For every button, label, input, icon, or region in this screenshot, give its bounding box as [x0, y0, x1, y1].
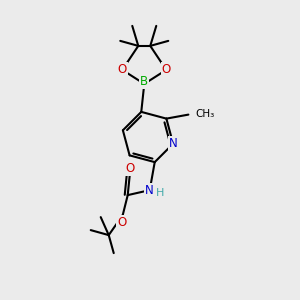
Text: CH₃: CH₃: [195, 109, 214, 118]
Text: O: O: [117, 216, 126, 229]
Text: O: O: [125, 162, 134, 175]
Text: H: H: [155, 188, 164, 198]
Text: N: N: [169, 137, 178, 150]
Text: O: O: [162, 63, 171, 76]
Text: O: O: [118, 63, 127, 76]
Text: B: B: [140, 75, 148, 88]
Text: N: N: [146, 184, 154, 196]
